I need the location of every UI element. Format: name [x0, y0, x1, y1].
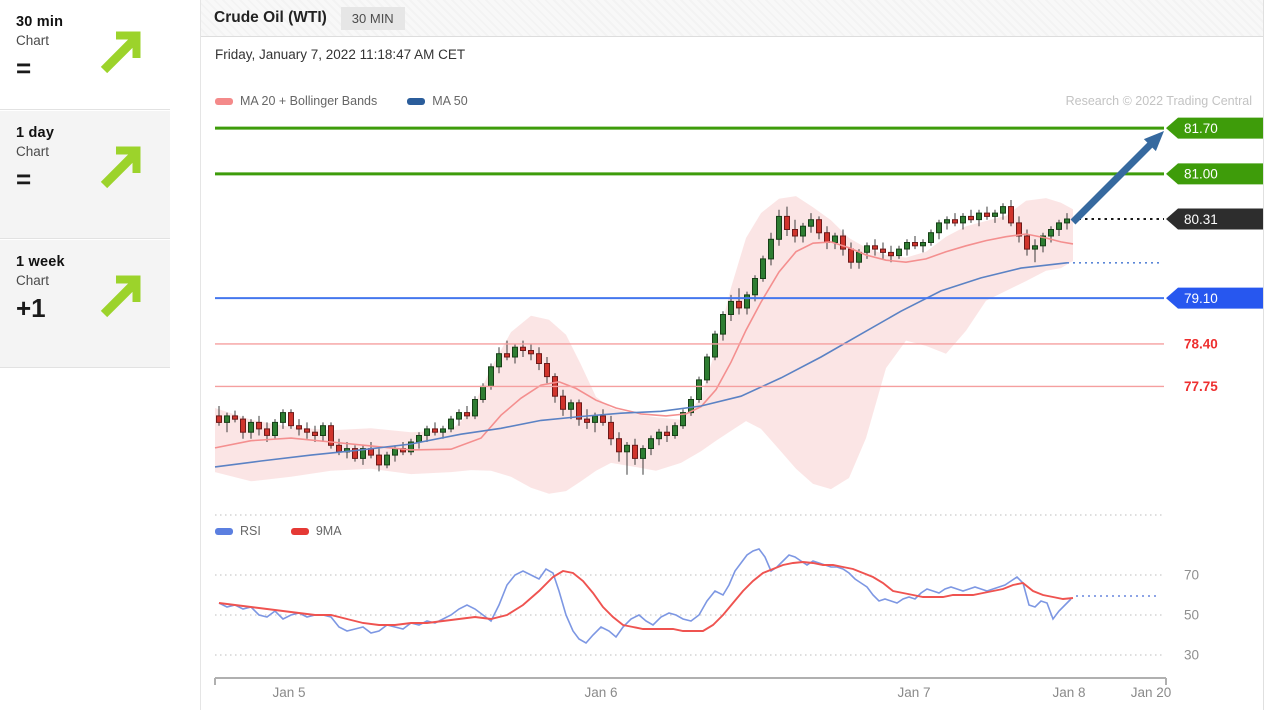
research-credit: Research © 2022 Trading Central [1065, 94, 1252, 108]
timeframe-sidebar: 30 min Chart = 1 day Chart = 1 week Char… [0, 0, 170, 710]
timeframe-subtitle: Chart [16, 144, 50, 159]
price-level-lines [215, 126, 1164, 388]
ma20-swatch-icon [215, 97, 233, 105]
nine-ma-line [218, 561, 1074, 632]
price-tag-81.70 [1166, 117, 1264, 139]
price-level-label: 78.40 [1184, 337, 1218, 352]
trend-indicator: +1 [16, 293, 46, 323]
price-tag-label: 81.70 [1184, 121, 1218, 136]
rsi-axis-label: 50 [1184, 608, 1199, 623]
legend-item-rsi: RSI [215, 524, 261, 538]
rsi-line [218, 548, 1072, 645]
price-pane-legend: MA 20 + Bollinger Bands MA 50 [215, 94, 490, 108]
trend-up-arrow-icon [100, 31, 141, 74]
legend-item-9ma: 9MA [290, 524, 342, 538]
price-tags: 81.70 81.00 80.31 79.10 78.40 77.75 [1166, 117, 1264, 394]
instrument-title: Crude Oil (WTI) [214, 9, 327, 26]
rsi-axis-label: 30 [1184, 648, 1199, 663]
price-tag-79.10 [1166, 287, 1264, 309]
trend-up-arrow-icon [100, 275, 141, 318]
price-tag-label: 79.10 [1184, 291, 1218, 306]
legend-label: MA 20 + Bollinger Bands [240, 94, 378, 108]
ma50-swatch-icon [407, 97, 426, 105]
legend-item-ma50: MA 50 [407, 94, 468, 108]
x-axis-label: Jan 5 [272, 685, 305, 700]
timeframe-title: 1 day [16, 125, 55, 141]
nine-ma-swatch-icon [290, 527, 309, 535]
chart-timestamp: Friday, January 7, 2022 11:18:47 AM CET [215, 47, 466, 62]
price-tag-81.00 [1166, 163, 1264, 185]
x-axis-label: Jan 6 [584, 685, 617, 700]
trend-indicator: = [16, 53, 32, 83]
rsi-swatch-icon [215, 527, 233, 535]
chart-panel: Crude Oil (WTI) 30 MIN Friday, January 7… [200, 0, 1264, 710]
timeframe-subtitle: Chart [16, 33, 50, 48]
legend-item-ma20-bollinger: MA 20 + Bollinger Bands [215, 94, 377, 108]
x-axis-label: Jan 20 [1131, 685, 1172, 700]
sidebar-item-1day[interactable]: 1 day Chart = [0, 111, 170, 239]
price-tag-80.31 [1166, 208, 1264, 230]
x-axis-label: Jan 7 [897, 685, 930, 700]
rsi-gridlines: 70 50 30 [215, 514, 1199, 663]
legend-label: MA 50 [432, 94, 468, 108]
interval-badge: 30 MIN [340, 6, 405, 30]
bollinger-band [215, 196, 1073, 494]
candles [216, 200, 1070, 475]
timeframe-title: 1 week [16, 254, 65, 270]
price-tag-label: 80.31 [1184, 212, 1218, 227]
timeframe-subtitle: Chart [16, 273, 50, 288]
trend-indicator: = [16, 164, 32, 194]
sidebar-item-30min[interactable]: 30 min Chart = [0, 0, 170, 110]
chart-header: Crude Oil (WTI) 30 MIN [201, 0, 1264, 37]
ma20-line [214, 233, 1074, 451]
rsi-pane-legend: RSI 9MA [215, 524, 364, 538]
chart-canvas[interactable]: 81.70 81.00 80.31 79.10 78.40 77.75 70 50 30 Jan … [201, 115, 1264, 710]
price-tag-label: 81.00 [1184, 167, 1218, 182]
legend-label: 9MA [315, 524, 342, 538]
trend-up-arrow-icon [100, 146, 141, 189]
forecast-arrow [1070, 131, 1164, 225]
timeframe-title: 30 min [16, 14, 64, 30]
price-level-label: 77.75 [1184, 379, 1218, 394]
legend-label: RSI [240, 524, 261, 538]
x-axis-label: Jan 8 [1052, 685, 1085, 700]
x-axis: Jan 5 Jan 6 Jan 7 Jan 8 Jan 20 [214, 677, 1172, 700]
rsi-axis-label: 70 [1184, 568, 1199, 583]
sidebar-item-1week[interactable]: 1 week Chart +1 [0, 240, 170, 368]
